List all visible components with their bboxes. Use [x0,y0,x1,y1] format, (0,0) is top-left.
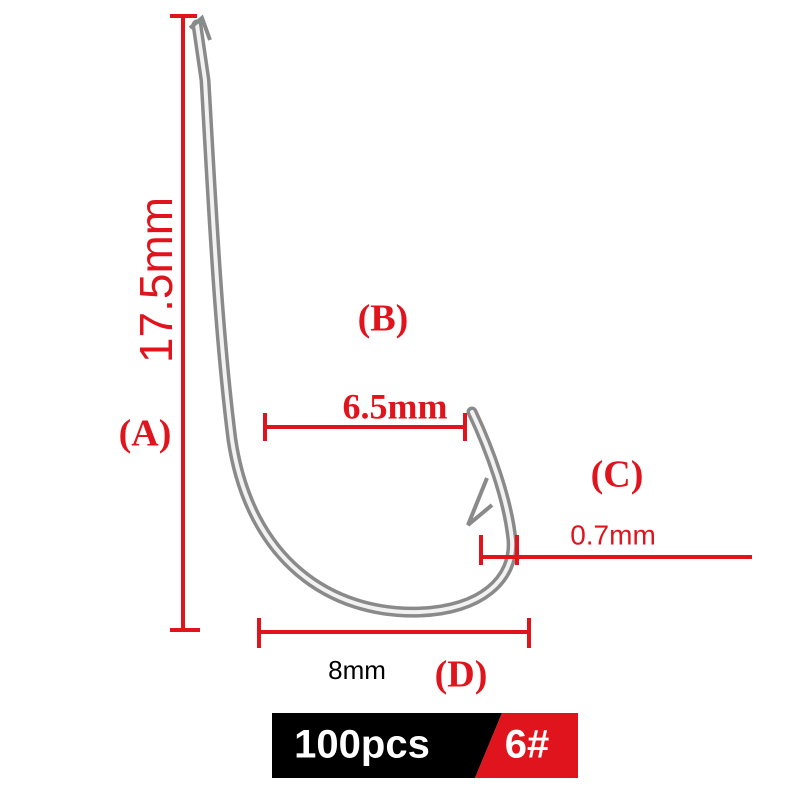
dimension-label: (B) [358,298,409,340]
dimension-label: (D) [435,654,488,696]
dimension-label: (C) [591,454,644,496]
dimension-c: (C) 0.7mm [479,454,752,565]
badge-size-bg [475,713,578,778]
dimension-d: 8mm (D) [257,618,531,696]
dimension-b: (B) 6.5mm [263,298,467,441]
dimension-label: (A) [119,413,172,455]
dimension-measure: 0.7mm [570,519,656,550]
badge: 100pcs 6# [272,713,578,778]
hook-eye [188,14,212,41]
badge-size: 6# [505,723,550,767]
hook [188,14,518,618]
dimension-a: 17.5mm (A) [119,14,200,632]
dimension-measure: 8mm [328,655,386,685]
badge-quantity: 100pcs [294,723,430,767]
hook-barb [466,477,494,527]
hook-highlight [195,23,515,615]
badge-quantity-bg [272,713,502,778]
dimension-measure: 17.5mm [130,197,182,363]
dimension-measure: 6.5mm [343,386,448,426]
